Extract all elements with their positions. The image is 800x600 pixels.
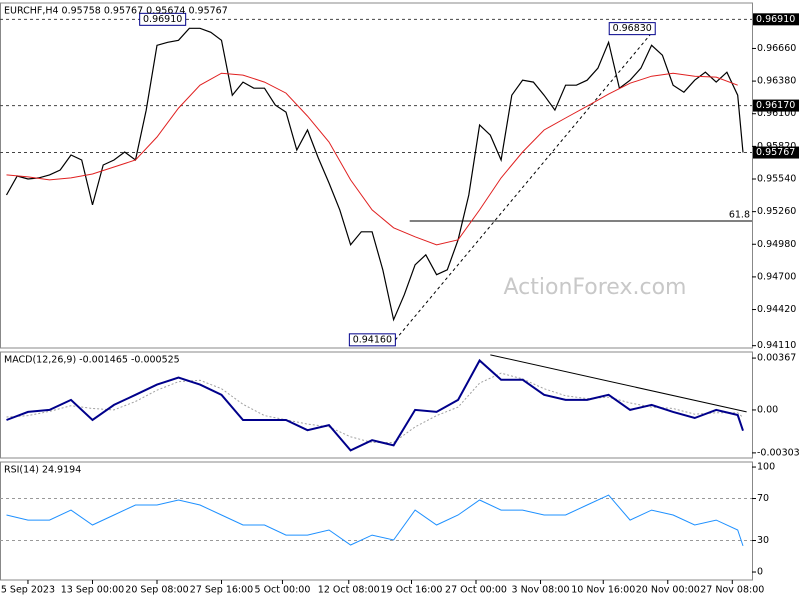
price-label-box <box>608 22 656 36</box>
level-label: 0.95767 <box>756 147 795 158</box>
y-tick-label: 30 <box>757 535 769 546</box>
series-line <box>6 494 744 547</box>
y-tick-label: 0.96380 <box>757 76 796 87</box>
price-label-box <box>348 333 396 347</box>
price-label: 0.96910 <box>143 14 182 25</box>
x-tick-label: 20 Nov 00:00 <box>636 585 700 596</box>
y-tick-label: 0.94700 <box>757 271 796 282</box>
x-tick-label: 5 Sep 2023 <box>1 585 55 596</box>
series-line <box>6 372 744 443</box>
y-tick-label: 0.94110 <box>757 340 796 351</box>
level-label-box <box>753 99 799 112</box>
level-label: 0.96910 <box>756 14 795 25</box>
x-tick-label: 3 Nov 08:00 <box>512 585 570 596</box>
fib-label: 61.8 <box>729 209 750 220</box>
panel-title: RSI(14) 24.9194 <box>4 465 81 476</box>
y-tick-label: 0.94420 <box>757 304 796 315</box>
y-tick-label: 0.00367 <box>757 353 796 364</box>
y-tick-label: 70 <box>757 493 769 504</box>
x-tick-label: 27 Nov 08:00 <box>700 585 764 596</box>
x-tick-label: 13 Sep 00:00 <box>61 585 124 596</box>
panel-title: MACD(12,26,9) -0.001465 -0.000525 <box>4 355 180 366</box>
panel-frame <box>0 351 753 459</box>
panel-frame <box>0 461 753 581</box>
y-tick-label: 0.00 <box>757 404 778 415</box>
y-tick-label: 0.96660 <box>757 43 796 54</box>
y-tick-label: 0.96100 <box>757 108 796 119</box>
price-label-box <box>139 12 187 26</box>
y-tick-label: 0.95540 <box>757 173 796 184</box>
y-tick-label: 0.95820 <box>757 141 796 152</box>
y-tick-label: 0 <box>757 567 763 578</box>
trendline <box>394 28 656 341</box>
panel-frame <box>0 2 753 349</box>
level-label-box <box>753 13 799 26</box>
trendline <box>490 354 747 413</box>
x-tick-label: 27 Sep 16:00 <box>190 585 253 596</box>
price-label: 0.94160 <box>353 334 392 345</box>
watermark: ActionForex.com <box>504 275 687 300</box>
x-tick-label: 20 Sep 08:00 <box>125 585 188 596</box>
x-tick-label: 5 Oct 00:00 <box>255 585 311 596</box>
panel-title: EURCHF,H4 0.95758 0.95767 0.95674 0.9576… <box>4 6 228 17</box>
y-tick-label: -0.003038 <box>757 447 800 458</box>
x-tick-label: 27 Oct 00:00 <box>445 585 507 596</box>
y-tick-label: 0.95260 <box>757 206 796 217</box>
x-tick-label: 12 Oct 08:00 <box>318 585 380 596</box>
series-line <box>6 358 744 452</box>
y-tick-label: 100 <box>757 462 775 473</box>
series-line <box>5 27 744 322</box>
series-line <box>6 72 738 246</box>
level-label: 0.96170 <box>756 100 795 111</box>
y-tick-label: 0.94980 <box>757 239 796 250</box>
price-label: 0.96830 <box>613 23 652 34</box>
x-tick-label: 19 Oct 16:00 <box>381 585 443 596</box>
level-label-box <box>753 146 799 159</box>
x-tick-label: 10 Nov 16:00 <box>571 585 635 596</box>
